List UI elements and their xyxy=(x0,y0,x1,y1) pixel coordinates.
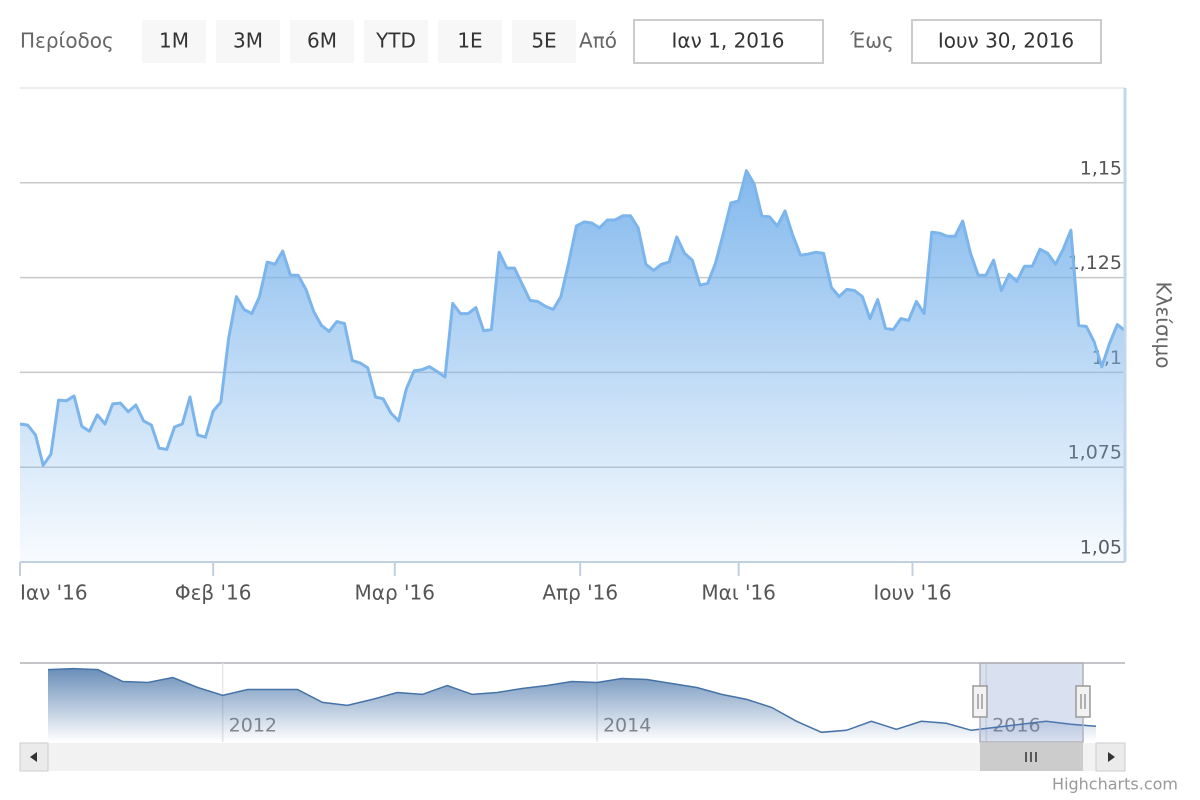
scroll-left-arrow xyxy=(30,752,37,762)
range-button[interactable] xyxy=(512,20,576,63)
x-tick-label: Μαρ '16 xyxy=(355,581,435,605)
range-button[interactable] xyxy=(364,20,428,63)
navigator-handle[interactable] xyxy=(1075,685,1091,718)
range-button-label[interactable]: 3M xyxy=(233,29,263,53)
to-label: Έως xyxy=(849,29,893,53)
handle-grip xyxy=(1080,694,1086,709)
navigator: 201220142016 xyxy=(19,662,1126,772)
range-button[interactable] xyxy=(290,20,354,63)
y-tick-label: 1,15 xyxy=(1080,157,1122,179)
navigator-area xyxy=(48,668,1096,742)
range-button[interactable] xyxy=(142,20,206,63)
handle-grip xyxy=(977,694,983,709)
range-button-label[interactable]: YTD xyxy=(375,29,416,53)
y-tick-label: 1,125 xyxy=(1068,252,1122,274)
range-button[interactable] xyxy=(438,20,502,63)
from-input[interactable] xyxy=(633,19,824,64)
scroll-right-arrow xyxy=(1108,752,1115,762)
navigator-selection[interactable] xyxy=(979,662,1084,743)
navigator-line xyxy=(47,667,1097,734)
x-tick-label: Μαι '16 xyxy=(701,581,776,605)
range-button-label[interactable]: 1E xyxy=(457,29,482,53)
area-fill xyxy=(20,170,1125,562)
area-line xyxy=(19,169,1126,467)
to-value[interactable]: Ιουν 30, 2016 xyxy=(938,29,1074,53)
period-label: Περίοδος xyxy=(20,29,114,53)
range-button-label[interactable]: 6M xyxy=(307,29,337,53)
thumb-grip xyxy=(1025,752,1037,762)
from-value[interactable]: Ιαν 1, 2016 xyxy=(672,29,785,53)
from-label: Από xyxy=(579,29,617,53)
navigator-handle[interactable] xyxy=(972,685,988,718)
x-tick-label: Ιουν '16 xyxy=(873,581,951,605)
credits[interactable]: Highcharts.com xyxy=(1052,775,1178,794)
range-buttons: 1M 3M 6M YTD 1E 5E xyxy=(142,20,576,63)
range-button[interactable] xyxy=(216,20,280,63)
scrollbar-track[interactable] xyxy=(20,743,1125,771)
x-tick-label: Ιαν '16 xyxy=(20,581,88,605)
x-tick-label: Φεβ '16 xyxy=(175,581,252,605)
range-button-label[interactable]: 1M xyxy=(159,29,189,53)
y-axis-title: Κλείσιμο xyxy=(1152,282,1176,369)
to-input[interactable] xyxy=(911,19,1102,64)
range-button-label[interactable]: 5E xyxy=(531,29,556,53)
x-tick-label: Απρ '16 xyxy=(542,581,618,605)
